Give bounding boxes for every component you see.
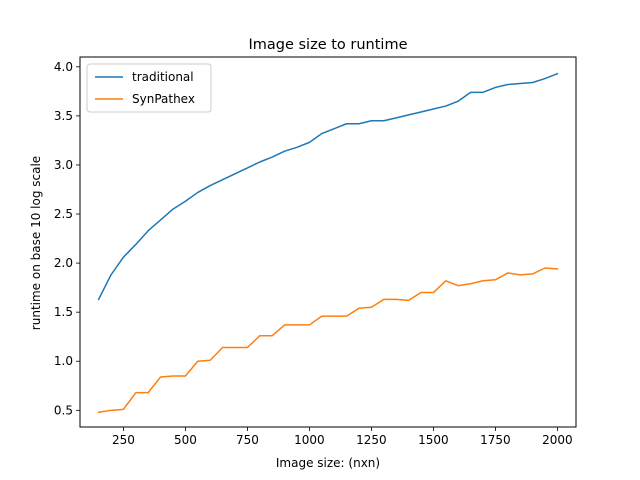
- x-tick-label: 500: [174, 433, 197, 447]
- x-tick-label: 1250: [356, 433, 387, 447]
- y-tick-label: 0.5: [54, 403, 73, 417]
- y-tick-label: 2.5: [54, 207, 73, 221]
- y-tick-label: 2.0: [54, 256, 73, 270]
- legend-box: [86, 63, 212, 113]
- legend-label-0: traditional: [132, 70, 194, 84]
- x-tick-label: 250: [112, 433, 135, 447]
- chart-title: Image size to runtime: [248, 37, 407, 53]
- y-tick-label: 3.5: [54, 109, 73, 123]
- y-tick-label: 4.0: [54, 60, 73, 74]
- legend-label-1: SynPathex: [132, 92, 195, 106]
- legend: traditional SynPathex: [86, 63, 212, 113]
- axes-frame: [79, 56, 577, 428]
- y-axis-label: runtime on base 10 log scale: [29, 156, 43, 330]
- plot-area: [97, 72, 559, 414]
- y-tick-label: 1.0: [54, 354, 73, 368]
- y-tick-label: 3.0: [54, 158, 73, 172]
- y-tick-label: 1.5: [54, 305, 73, 319]
- x-tick-label: 2000: [542, 433, 573, 447]
- series-line-1: [97, 267, 559, 414]
- x-tick-label: 1000: [294, 433, 325, 447]
- axes: 250 500 750 1000 1250 1500 1750 2000 0.5 1.0 1.5 2.…: [54, 56, 577, 447]
- x-tick-label: 1750: [480, 433, 511, 447]
- x-tick-label: 750: [236, 433, 259, 447]
- x-axis-label: Image size: (nxn): [276, 456, 380, 470]
- x-tick-label: 1500: [418, 433, 449, 447]
- series-line-0: [97, 72, 559, 301]
